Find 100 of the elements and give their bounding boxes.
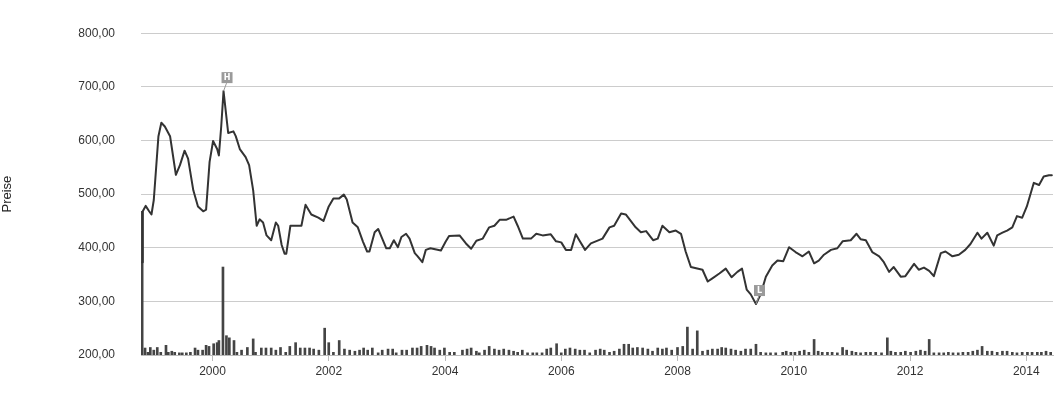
bar <box>665 347 668 355</box>
y-tick-label: 600,00 <box>78 132 116 147</box>
bar <box>461 349 464 355</box>
bar <box>716 348 719 355</box>
bar <box>914 350 918 355</box>
bar <box>170 350 174 355</box>
bar <box>947 351 950 355</box>
bar <box>656 347 660 355</box>
bar <box>308 347 311 355</box>
bar <box>759 351 762 355</box>
bar <box>155 347 159 355</box>
bar <box>749 348 753 355</box>
bar <box>563 348 567 355</box>
annotation: H <box>223 72 231 82</box>
x-tick-label: 2010 <box>780 363 808 378</box>
bar <box>899 351 903 355</box>
x-tick-label: 2014 <box>1012 363 1040 378</box>
bar <box>1026 351 1029 355</box>
bar <box>228 337 231 355</box>
bar <box>744 348 747 355</box>
bar <box>411 347 414 355</box>
bar <box>448 351 451 355</box>
y-tick-label: 400,00 <box>78 240 116 255</box>
bar <box>337 340 341 355</box>
bar <box>636 347 639 355</box>
bar <box>720 347 724 355</box>
bar <box>841 347 844 355</box>
bar <box>598 348 602 355</box>
bar <box>1001 350 1004 355</box>
bar <box>816 350 820 355</box>
bar <box>358 349 361 355</box>
bar <box>886 337 889 355</box>
bar <box>555 343 558 355</box>
bar <box>371 347 374 355</box>
bar <box>259 347 263 355</box>
bar <box>438 349 442 355</box>
bar <box>152 349 156 355</box>
bar <box>1049 351 1053 355</box>
x-tick-label: 2008 <box>664 363 692 378</box>
bar <box>724 347 728 355</box>
bar <box>240 349 243 355</box>
bar <box>343 348 346 355</box>
bar <box>894 351 897 355</box>
bar <box>251 338 255 355</box>
bar <box>695 330 699 355</box>
bar <box>391 348 395 355</box>
bar <box>545 348 549 355</box>
bar <box>520 349 524 355</box>
bar <box>784 350 788 355</box>
bar <box>512 350 515 355</box>
bar <box>676 347 679 355</box>
bar <box>602 349 606 355</box>
bar <box>294 342 297 355</box>
bar <box>1035 351 1039 355</box>
bar <box>826 351 829 355</box>
bar <box>483 349 486 355</box>
bar <box>608 351 611 355</box>
y-axis-title: Preise <box>0 175 15 213</box>
bar <box>909 351 912 355</box>
bar <box>820 351 824 355</box>
bar <box>927 339 931 355</box>
bar <box>869 351 872 355</box>
bar <box>323 327 327 355</box>
bar <box>971 350 975 355</box>
bar <box>618 348 621 355</box>
bar <box>452 351 456 355</box>
bar <box>212 343 215 355</box>
x-tick-label: 2012 <box>896 363 924 378</box>
bar <box>706 349 710 355</box>
bar <box>802 349 806 355</box>
y-tick-label: 200,00 <box>78 347 116 362</box>
annotation: L <box>756 285 763 295</box>
bar <box>686 326 689 355</box>
x-tick-label: 2000 <box>199 363 227 378</box>
bar <box>670 349 674 355</box>
bar <box>502 348 506 355</box>
bar <box>631 347 635 355</box>
bar <box>919 349 922 355</box>
bar <box>332 351 335 355</box>
bar <box>549 347 553 355</box>
bar <box>995 351 999 355</box>
bar <box>701 350 704 355</box>
bar <box>1010 351 1014 355</box>
bar <box>985 350 989 355</box>
bar <box>641 347 644 355</box>
bar <box>904 350 907 355</box>
bar <box>627 343 631 355</box>
bar <box>201 349 204 355</box>
bar <box>159 351 163 355</box>
bar <box>269 347 273 355</box>
bar <box>487 346 491 355</box>
bar <box>189 351 192 355</box>
bar <box>691 348 694 355</box>
bar <box>366 349 370 355</box>
bar <box>845 349 848 355</box>
bar <box>380 349 384 355</box>
bar <box>651 350 654 355</box>
bar <box>312 348 315 355</box>
bar <box>1020 351 1024 355</box>
bar <box>661 348 664 355</box>
